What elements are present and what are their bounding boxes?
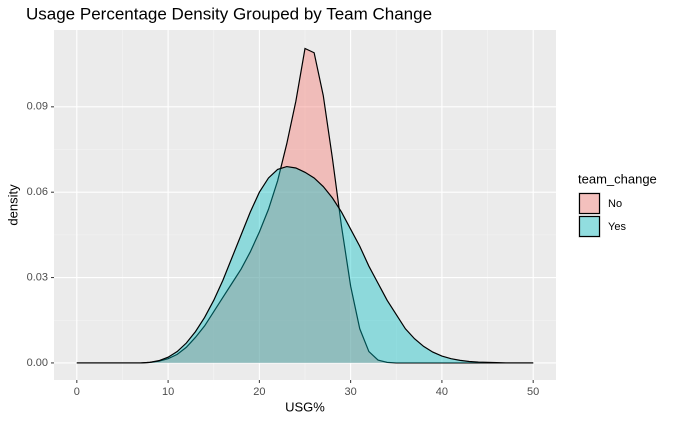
- x-tick-label: 40: [436, 386, 448, 398]
- density-line: [76, 165, 534, 364]
- y-axis-title: density: [5, 184, 20, 226]
- y-tick-label: 0.06: [27, 186, 48, 198]
- legend-title: team_change: [578, 171, 657, 186]
- density-area: [76, 48, 534, 363]
- legend-label: Yes: [608, 221, 626, 233]
- y-tick-label: 0.03: [27, 271, 48, 283]
- density-area: [76, 166, 534, 363]
- x-axis-title: USG%: [285, 399, 325, 414]
- y-tick-label: 0.00: [27, 357, 48, 369]
- legend-key-bg: [578, 215, 601, 238]
- x-tick-label: 20: [253, 386, 265, 398]
- y-tick-label: 0.09: [27, 101, 48, 113]
- x-tick-label: 30: [345, 386, 357, 398]
- chart-title: Usage Percentage Density Grouped by Team…: [26, 4, 432, 23]
- legend-key: [578, 215, 601, 238]
- x-tick-label: 10: [162, 386, 174, 398]
- legend-label: No: [608, 198, 622, 210]
- legend-key-bg: [578, 192, 601, 215]
- x-tick-label: 50: [527, 386, 539, 398]
- legend-key: [578, 192, 601, 215]
- x-tick-label: 0: [74, 386, 80, 398]
